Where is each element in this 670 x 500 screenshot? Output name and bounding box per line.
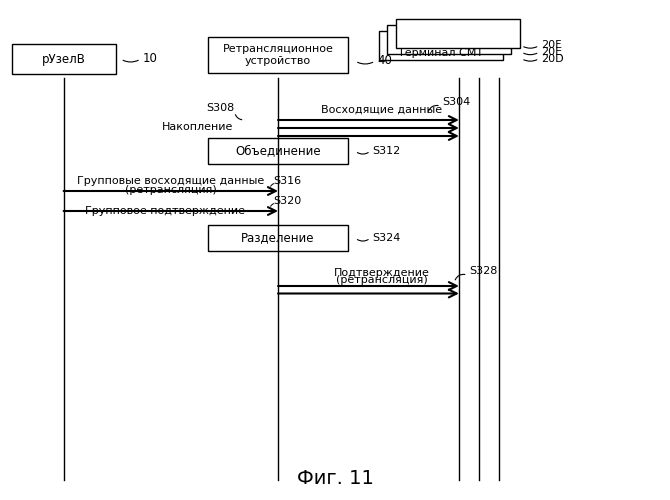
Text: 20D: 20D [541, 54, 564, 64]
Text: S312: S312 [372, 146, 400, 156]
Text: Ретрансляционное: Ретрансляционное [222, 44, 334, 54]
Text: S320: S320 [273, 196, 302, 206]
Text: 20F: 20F [541, 40, 562, 50]
Text: Разделение: Разделение [241, 232, 315, 244]
Text: рУзелВ: рУзелВ [42, 52, 86, 66]
FancyBboxPatch shape [208, 225, 348, 251]
Text: (ретрансляция): (ретрансляция) [336, 275, 427, 285]
FancyBboxPatch shape [208, 138, 348, 164]
Text: Объединение: Объединение [235, 144, 321, 158]
Text: S324: S324 [372, 233, 400, 243]
Text: Подтверждение: Подтверждение [334, 268, 430, 278]
Text: Терминал СМТ: Терминал СМТ [398, 48, 484, 58]
Text: (ретрансляция): (ретрансляция) [125, 185, 216, 195]
Text: S308: S308 [206, 103, 234, 113]
Text: S316: S316 [273, 176, 302, 186]
Text: устройство: устройство [245, 56, 311, 66]
FancyBboxPatch shape [208, 36, 348, 72]
FancyBboxPatch shape [379, 31, 502, 60]
FancyBboxPatch shape [12, 44, 116, 74]
Text: 20E: 20E [541, 47, 563, 57]
Text: Восходящие данные: Восходящие данные [322, 105, 442, 115]
Text: 40: 40 [377, 54, 392, 68]
FancyBboxPatch shape [387, 25, 511, 54]
Text: Групповое подтверждение: Групповое подтверждение [86, 206, 245, 216]
Text: Групповые восходящие данные: Групповые восходящие данные [77, 176, 265, 186]
Text: 10: 10 [143, 52, 157, 66]
Text: S304: S304 [442, 97, 470, 107]
Text: S328: S328 [469, 266, 497, 276]
FancyBboxPatch shape [396, 19, 520, 48]
Text: Накопление: Накопление [161, 122, 233, 132]
Text: Фиг. 11: Фиг. 11 [297, 468, 373, 487]
